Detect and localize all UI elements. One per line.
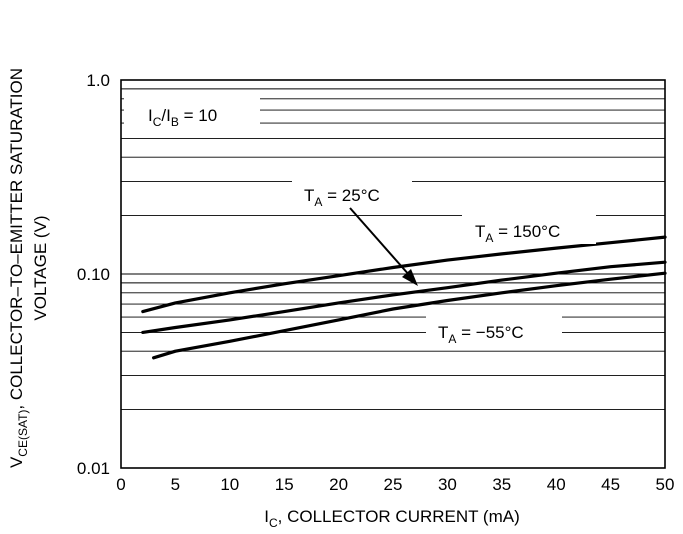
x-tick-label: 40 (547, 475, 566, 494)
x-tick-label: 30 (438, 475, 457, 494)
x-tick-label: 15 (275, 475, 294, 494)
series-line-1 (143, 262, 665, 332)
x-axis-title: IC, COLLECTOR CURRENT (mA) (264, 507, 520, 530)
x-tick-label: 35 (492, 475, 511, 494)
x-tick-label: 45 (601, 475, 620, 494)
x-tick-label: 5 (171, 475, 180, 494)
series-group (143, 237, 665, 358)
x-tick-labels: 0 5 10 15 20 25 30 35 40 45 50 (116, 475, 674, 494)
y-axis-title-line2: VOLTAGE (V) (31, 215, 50, 320)
x-tick-label: 20 (329, 475, 348, 494)
grid (121, 89, 665, 410)
y-axis-title-line1: VCE(SAT), COLLECTOR–TO–EMITTER SATURATIO… (7, 68, 30, 468)
y-tick-label: 1.0 (86, 71, 110, 90)
x-tick-label: 50 (656, 475, 675, 494)
y-tick-labels: 1.0 0.10 0.01 (77, 71, 110, 478)
series-line-2 (154, 273, 665, 358)
x-tick-label: 25 (384, 475, 403, 494)
x-tick-label: 0 (116, 475, 125, 494)
x-tick-label: 10 (220, 475, 239, 494)
y-tick-label: 0.10 (77, 265, 110, 284)
series-label-25-arrowhead (402, 269, 418, 286)
series-label-25-arrow (350, 208, 410, 276)
y-tick-label: 0.01 (77, 459, 110, 478)
